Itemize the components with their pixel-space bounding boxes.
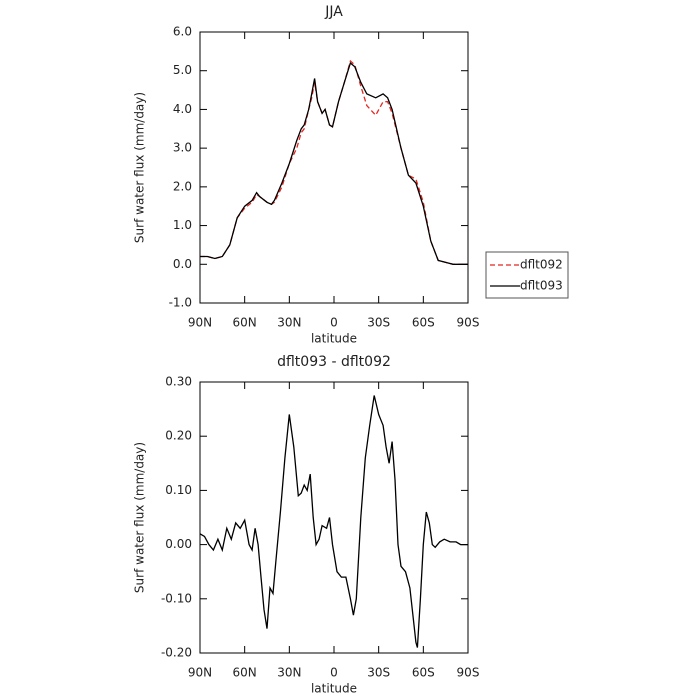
y-tick-label: -1.0 [169,296,192,310]
y-tick-label: 5.0 [173,63,192,77]
y-tick-label: 4.0 [173,102,192,116]
series-line [200,59,468,265]
x-tick-label: 30S [367,316,390,330]
x-tick-label: 60S [412,316,435,330]
y-tick-label: 0.00 [165,537,192,551]
x-tick-label: 90N [188,666,212,680]
legend-box [485,251,569,299]
chart-title: JJA [324,4,343,20]
x-tick-label: 60N [233,316,257,330]
y-tick-label: 0.30 [165,375,192,389]
x-tick-label: 90N [188,316,212,330]
plot-frame [199,31,469,304]
y-tick-label: 1.0 [173,218,192,232]
x-tick-label: 60N [233,666,257,680]
x-tick-label: 0 [330,316,338,330]
x-tick-label: 30N [277,666,301,680]
y-tick-label: 2.0 [173,179,192,193]
series-line [200,61,468,265]
x-tick-label: 30N [277,316,301,330]
y-tick-label: -0.10 [161,591,192,605]
x-tick-label: 0 [330,666,338,680]
y-tick-label: 0.10 [165,483,192,497]
chart-title: dflt093 - dflt092 [277,354,391,370]
series-line [199,395,468,648]
y-tick-label: 6.0 [173,25,192,39]
x-tick-label: 90S [457,666,480,680]
x-tick-label: 60S [412,666,435,680]
y-axis-label: Surf water flux (mm/day) [133,92,147,243]
y-tick-label: -0.20 [161,646,192,660]
legend-label: dflt093 [520,279,563,293]
x-axis-label: latitude [311,682,357,696]
x-tick-label: 30S [367,666,390,680]
x-axis-label: latitude [311,332,357,346]
y-tick-label: 0.0 [173,257,192,271]
y-axis-label: Surf water flux (mm/day) [133,442,147,593]
y-tick-label: 3.0 [173,141,192,155]
legend-label: dflt092 [520,258,563,272]
x-tick-label: 90S [457,316,480,330]
y-tick-label: 0.20 [165,429,192,443]
